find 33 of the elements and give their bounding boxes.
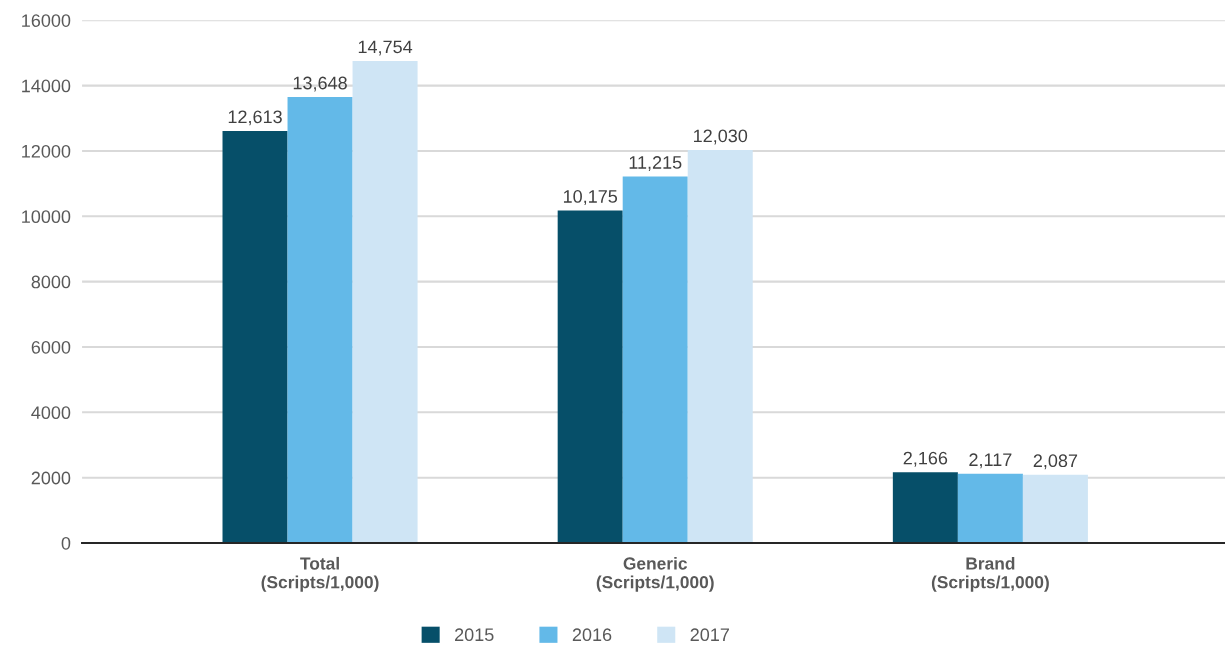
bar [1022, 474, 1088, 544]
y-tick-label: 4000 [31, 406, 71, 420]
y-tick-label: 8000 [31, 275, 71, 289]
data-label: 12,030 [694, 129, 748, 145]
x-tick-label: Brand (Scripts/1,000) [931, 556, 1049, 592]
bar [352, 60, 418, 544]
bar [957, 473, 1023, 544]
bar [222, 130, 288, 544]
y-tick-label: 0 [61, 536, 71, 550]
data-label: 2,166 [903, 451, 948, 467]
data-label: 13,648 [293, 76, 347, 92]
bar [892, 472, 958, 544]
y-tick-label: 14000 [22, 79, 71, 93]
y-tick-label: 2000 [31, 471, 71, 485]
x-tick-label: Generic (Scripts/1,000) [596, 556, 714, 592]
data-label: 12,613 [228, 110, 282, 126]
legend-label: 2017 [690, 628, 729, 642]
x-tick-label: Total (Scripts/1,000) [261, 556, 379, 592]
data-label: 11,215 [629, 156, 682, 171]
bar [622, 176, 688, 544]
bar [557, 210, 623, 544]
data-label: 14,754 [358, 40, 413, 56]
legend-label: 2016 [572, 628, 612, 642]
y-tick-label: 6000 [31, 340, 71, 354]
legend-label: 2015 [455, 628, 494, 642]
data-label: 2,087 [1033, 454, 1078, 470]
y-tick-label: 10000 [22, 210, 71, 224]
data-label: 2,117 [969, 453, 1012, 469]
data-label: 10,175 [563, 190, 618, 205]
bar [287, 97, 353, 544]
bar [687, 149, 753, 544]
y-tick-label: 16000 [22, 14, 71, 27]
y-tick-label: 12000 [22, 144, 71, 158]
